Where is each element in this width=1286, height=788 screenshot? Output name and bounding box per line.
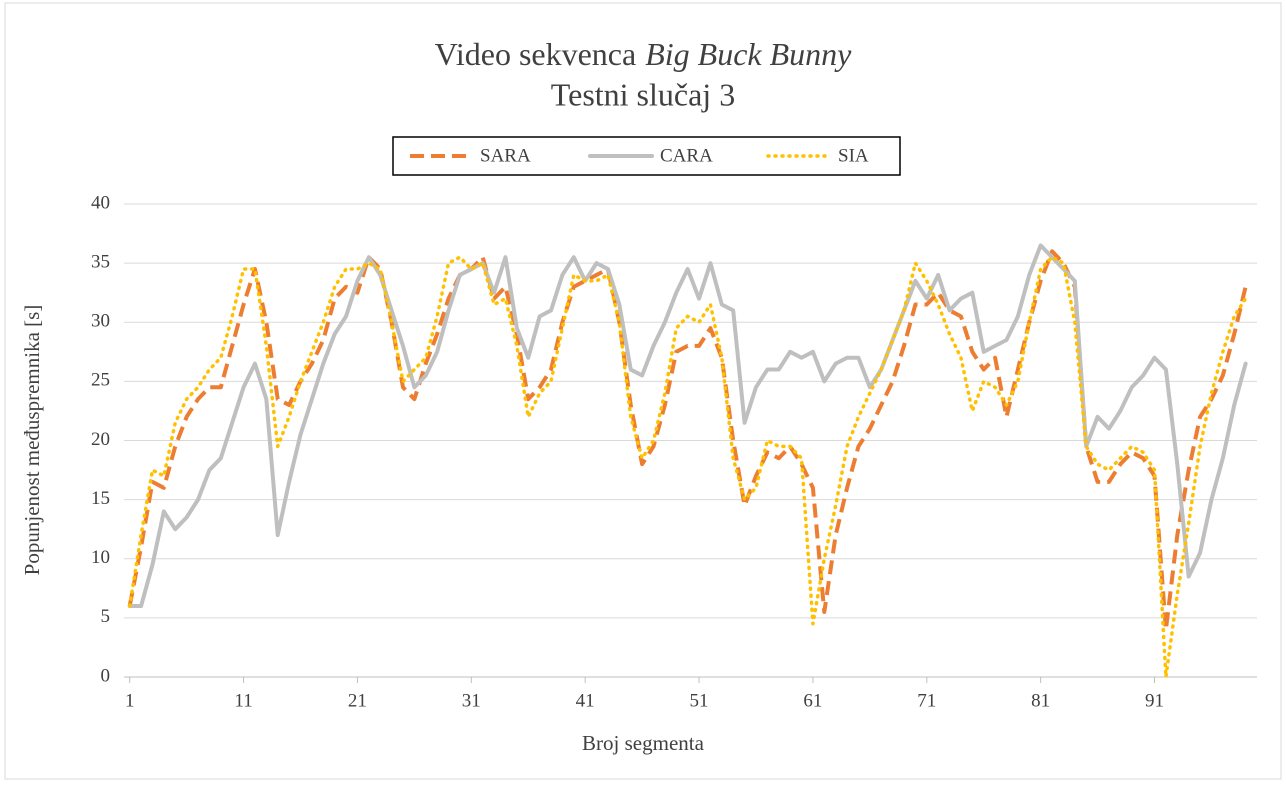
x-tick-label: 61 xyxy=(803,690,822,711)
y-tick-label: 35 xyxy=(91,251,110,272)
series-line xyxy=(127,249,1248,632)
y-tick-label: 10 xyxy=(91,547,110,568)
chart-title: Video sekvenca Big Buck Bunny xyxy=(435,36,852,72)
x-tick-label: 51 xyxy=(690,690,709,711)
x-axis-label: Broj segmenta xyxy=(582,731,705,755)
title-text: Video sekvenca xyxy=(435,36,637,72)
series-line xyxy=(127,243,1248,609)
legend-label: SARA xyxy=(480,145,531,166)
series-line xyxy=(127,255,1248,679)
y-tick-label: 0 xyxy=(101,665,111,686)
x-tick-label: 1 xyxy=(125,690,135,711)
y-tick-label: 30 xyxy=(91,311,110,332)
chart-subtitle: Testni slučaj 3 xyxy=(551,76,735,112)
y-tick-label: 15 xyxy=(91,488,110,509)
y-tick-label: 40 xyxy=(91,192,110,213)
y-axis-label: Popunjenost međuspremnika [s] xyxy=(20,305,44,576)
chart-frame xyxy=(4,2,1282,780)
x-tick-label: 31 xyxy=(462,690,481,711)
x-tick-label: 91 xyxy=(1145,690,1164,711)
x-tick-label: 81 xyxy=(1031,690,1050,711)
y-tick-label: 5 xyxy=(101,606,111,627)
legend-label: CARA xyxy=(660,145,713,166)
y-tick-label: 20 xyxy=(91,429,110,450)
x-tick-label: 71 xyxy=(917,690,936,711)
y-tick-label: 25 xyxy=(91,370,110,391)
x-tick-label: 21 xyxy=(348,690,367,711)
title-italic: Big Buck Bunny xyxy=(645,36,852,72)
x-tick-label: 41 xyxy=(576,690,595,711)
legend-label: SIA xyxy=(838,145,869,166)
x-tick-label: 11 xyxy=(234,690,252,711)
